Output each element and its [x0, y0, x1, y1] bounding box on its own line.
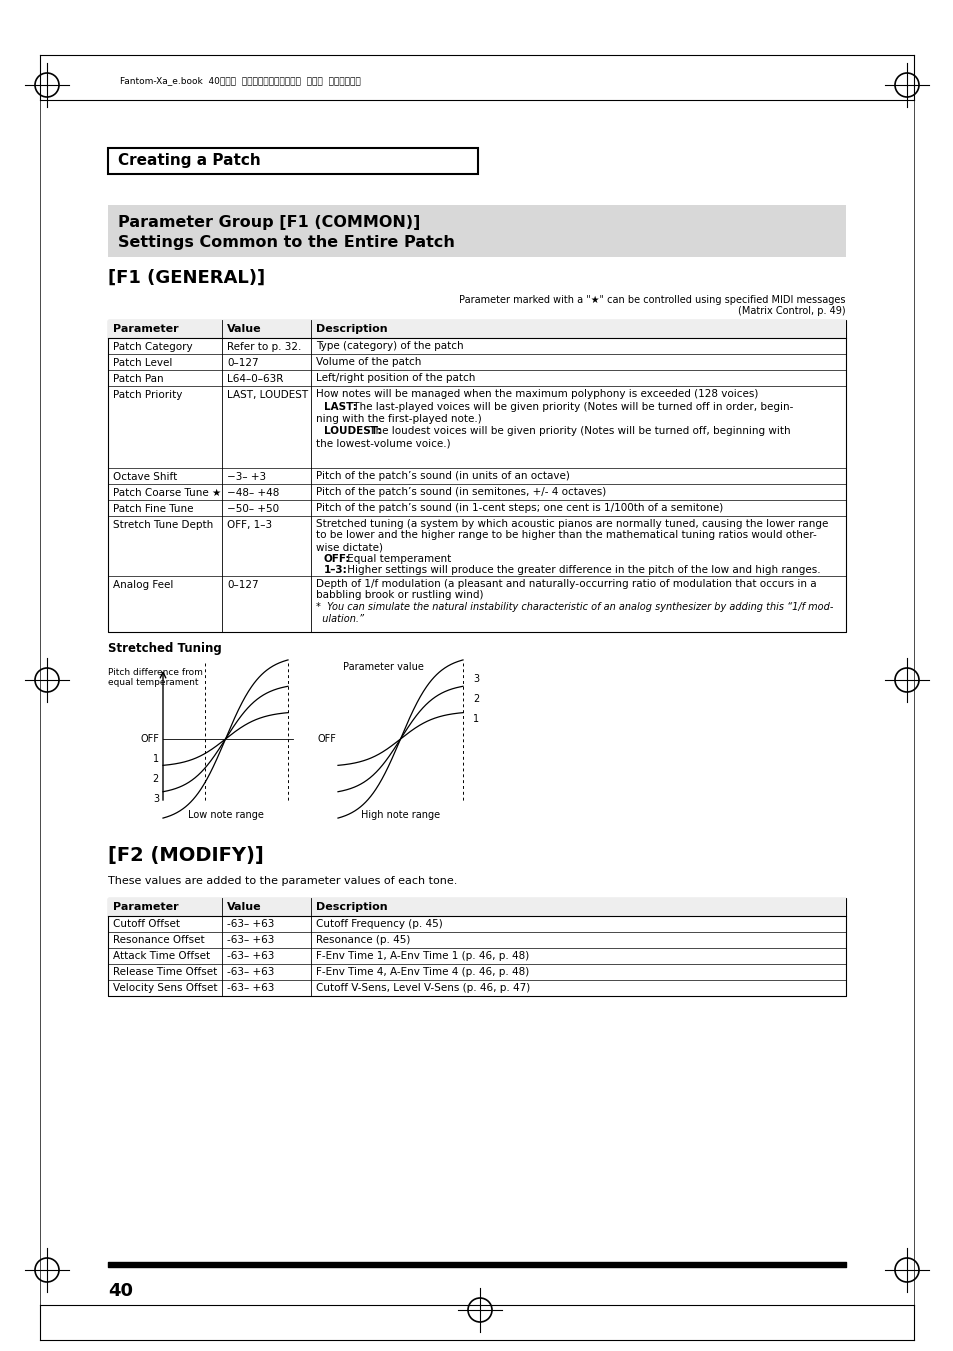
Text: Patch Pan: Patch Pan: [112, 374, 164, 384]
Text: Resonance Offset: Resonance Offset: [112, 935, 204, 944]
Text: Creating a Patch: Creating a Patch: [118, 154, 260, 169]
Text: Refer to p. 32.: Refer to p. 32.: [227, 342, 301, 353]
Text: Release Time Offset: Release Time Offset: [112, 967, 217, 977]
Text: Patch Fine Tune: Patch Fine Tune: [112, 504, 193, 513]
Text: Attack Time Offset: Attack Time Offset: [112, 951, 210, 961]
Text: Pitch of the patch’s sound (in semitones, +/- 4 octaves): Pitch of the patch’s sound (in semitones…: [315, 486, 605, 497]
Text: −3– +3: −3– +3: [227, 471, 266, 482]
Text: Patch Coarse Tune ★: Patch Coarse Tune ★: [112, 488, 221, 499]
Text: OFF: OFF: [316, 734, 335, 744]
Text: Left/right position of the patch: Left/right position of the patch: [315, 373, 475, 382]
FancyBboxPatch shape: [108, 205, 845, 257]
Text: LAST:: LAST:: [324, 401, 356, 412]
Text: Equal temperament: Equal temperament: [344, 554, 451, 563]
Text: Parameter: Parameter: [112, 324, 178, 334]
Text: Resonance (p. 45): Resonance (p. 45): [315, 935, 410, 944]
Text: *  You can simulate the natural instability characteristic of an analog synthesi: * You can simulate the natural instabili…: [315, 603, 833, 612]
Text: 3: 3: [473, 674, 478, 684]
Text: to be lower and the higher range to be higher than the mathematical tuning ratio: to be lower and the higher range to be h…: [315, 531, 816, 540]
Text: Type (category) of the patch: Type (category) of the patch: [315, 340, 463, 351]
Text: Fantom-Xa_e.book  40ページ  ２００４年１０月２２日  金曜日  午後２時３分: Fantom-Xa_e.book 40ページ ２００４年１０月２２日 金曜日 午…: [120, 77, 360, 85]
Text: The loudest voices will be given priority (Notes will be turned off, beginning w: The loudest voices will be given priorit…: [365, 427, 789, 436]
Text: ulation.”: ulation.”: [315, 613, 363, 624]
Text: 2: 2: [473, 694, 478, 704]
Text: Pitch of the patch’s sound (in units of an octave): Pitch of the patch’s sound (in units of …: [315, 471, 569, 481]
Text: Cutoff Offset: Cutoff Offset: [112, 919, 180, 929]
Text: −48– +48: −48– +48: [227, 488, 279, 499]
Text: 2: 2: [152, 774, 159, 784]
Text: L64–0–63R: L64–0–63R: [227, 374, 283, 384]
Text: Octave Shift: Octave Shift: [112, 471, 177, 482]
Text: 3: 3: [152, 794, 159, 804]
Text: 1–3:: 1–3:: [324, 565, 347, 576]
FancyBboxPatch shape: [108, 149, 477, 174]
Text: These values are added to the parameter values of each tone.: These values are added to the parameter …: [108, 875, 456, 886]
Text: The last-played voices will be given priority (Notes will be turned off in order: The last-played voices will be given pri…: [350, 401, 793, 412]
Text: F-Env Time 1, A-Env Time 1 (p. 46, p. 48): F-Env Time 1, A-Env Time 1 (p. 46, p. 48…: [315, 951, 529, 961]
Text: Cutoff V-Sens, Level V-Sens (p. 46, p. 47): Cutoff V-Sens, Level V-Sens (p. 46, p. 4…: [315, 984, 530, 993]
Text: Velocity Sens Offset: Velocity Sens Offset: [112, 984, 217, 993]
Text: High note range: High note range: [360, 811, 439, 820]
Text: Higher settings will produce the greater difference in the pitch of the low and : Higher settings will produce the greater…: [344, 565, 820, 576]
Text: OFF, 1–3: OFF, 1–3: [227, 520, 273, 530]
Text: -63– +63: -63– +63: [227, 967, 274, 977]
Text: (Matrix Control, p. 49): (Matrix Control, p. 49): [738, 305, 845, 316]
Text: OFF:: OFF:: [324, 554, 350, 563]
FancyBboxPatch shape: [108, 320, 845, 632]
Text: [F2 (MODIFY)]: [F2 (MODIFY)]: [108, 846, 263, 865]
Text: Stretched Tuning: Stretched Tuning: [108, 642, 221, 655]
Text: Cutoff Frequency (p. 45): Cutoff Frequency (p. 45): [315, 919, 442, 929]
Text: [F1 (GENERAL)]: [F1 (GENERAL)]: [108, 269, 265, 286]
Text: Patch Category: Patch Category: [112, 342, 193, 353]
Text: Parameter value: Parameter value: [343, 662, 423, 671]
Text: -63– +63: -63– +63: [227, 919, 274, 929]
Text: Settings Common to the Entire Patch: Settings Common to the Entire Patch: [118, 235, 455, 250]
Text: −50– +50: −50– +50: [227, 504, 279, 513]
Text: ning with the first-played note.): ning with the first-played note.): [315, 413, 481, 424]
Text: Value: Value: [227, 902, 262, 912]
Text: the lowest-volume voice.): the lowest-volume voice.): [315, 439, 450, 449]
FancyBboxPatch shape: [108, 898, 845, 916]
Text: 40: 40: [108, 1282, 132, 1300]
Text: -63– +63: -63– +63: [227, 951, 274, 961]
Text: Stretched tuning (a system by which acoustic pianos are normally tuned, causing : Stretched tuning (a system by which acou…: [315, 519, 827, 530]
Text: LOUDEST:: LOUDEST:: [324, 427, 381, 436]
Text: Volume of the patch: Volume of the patch: [315, 357, 421, 367]
FancyBboxPatch shape: [108, 898, 845, 996]
Text: Pitch difference from
equal temperament: Pitch difference from equal temperament: [108, 667, 203, 688]
Text: Depth of 1/f modulation (a pleasant and naturally-occurring ratio of modulation : Depth of 1/f modulation (a pleasant and …: [315, 580, 816, 589]
Text: LAST, LOUDEST: LAST, LOUDEST: [227, 390, 308, 400]
Text: How notes will be managed when the maximum polyphony is exceeded (128 voices): How notes will be managed when the maxim…: [315, 389, 758, 399]
Text: Parameter: Parameter: [112, 902, 178, 912]
FancyBboxPatch shape: [108, 320, 845, 338]
Text: 1: 1: [152, 754, 159, 765]
Text: Patch Level: Patch Level: [112, 358, 172, 367]
Text: 1: 1: [473, 713, 478, 724]
Text: Patch Priority: Patch Priority: [112, 390, 182, 400]
Text: Low note range: Low note range: [188, 811, 263, 820]
Text: 0–127: 0–127: [227, 358, 259, 367]
Text: Description: Description: [315, 902, 387, 912]
Text: Parameter marked with a "★" can be controlled using specified MIDI messages: Parameter marked with a "★" can be contr…: [459, 295, 845, 305]
Text: Stretch Tune Depth: Stretch Tune Depth: [112, 520, 213, 530]
Text: Value: Value: [227, 324, 262, 334]
Text: Analog Feel: Analog Feel: [112, 580, 173, 590]
Text: Description: Description: [315, 324, 387, 334]
Text: babbling brook or rustling wind): babbling brook or rustling wind): [315, 590, 483, 600]
Text: wise dictate): wise dictate): [315, 542, 382, 553]
Text: F-Env Time 4, A-Env Time 4 (p. 46, p. 48): F-Env Time 4, A-Env Time 4 (p. 46, p. 48…: [315, 967, 529, 977]
Text: -63– +63: -63– +63: [227, 935, 274, 944]
Text: OFF: OFF: [140, 734, 159, 744]
Text: 0–127: 0–127: [227, 580, 259, 590]
Text: -63– +63: -63– +63: [227, 984, 274, 993]
Text: Pitch of the patch’s sound (in 1-cent steps; one cent is 1/100th of a semitone): Pitch of the patch’s sound (in 1-cent st…: [315, 503, 722, 513]
Text: Parameter Group [F1 (COMMON)]: Parameter Group [F1 (COMMON)]: [118, 216, 420, 231]
